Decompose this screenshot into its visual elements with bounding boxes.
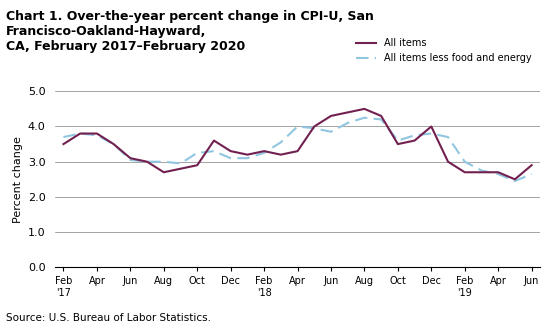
- Legend: All items, All items less food and energy: All items, All items less food and energ…: [353, 35, 535, 67]
- Text: Source: U.S. Bureau of Labor Statistics.: Source: U.S. Bureau of Labor Statistics.: [6, 313, 210, 323]
- Text: Chart 1. Over-the-year percent change in CPI-U, San Francisco-Oakland-Hayward,
C: Chart 1. Over-the-year percent change in…: [6, 10, 374, 53]
- Y-axis label: Percent change: Percent change: [13, 136, 24, 223]
